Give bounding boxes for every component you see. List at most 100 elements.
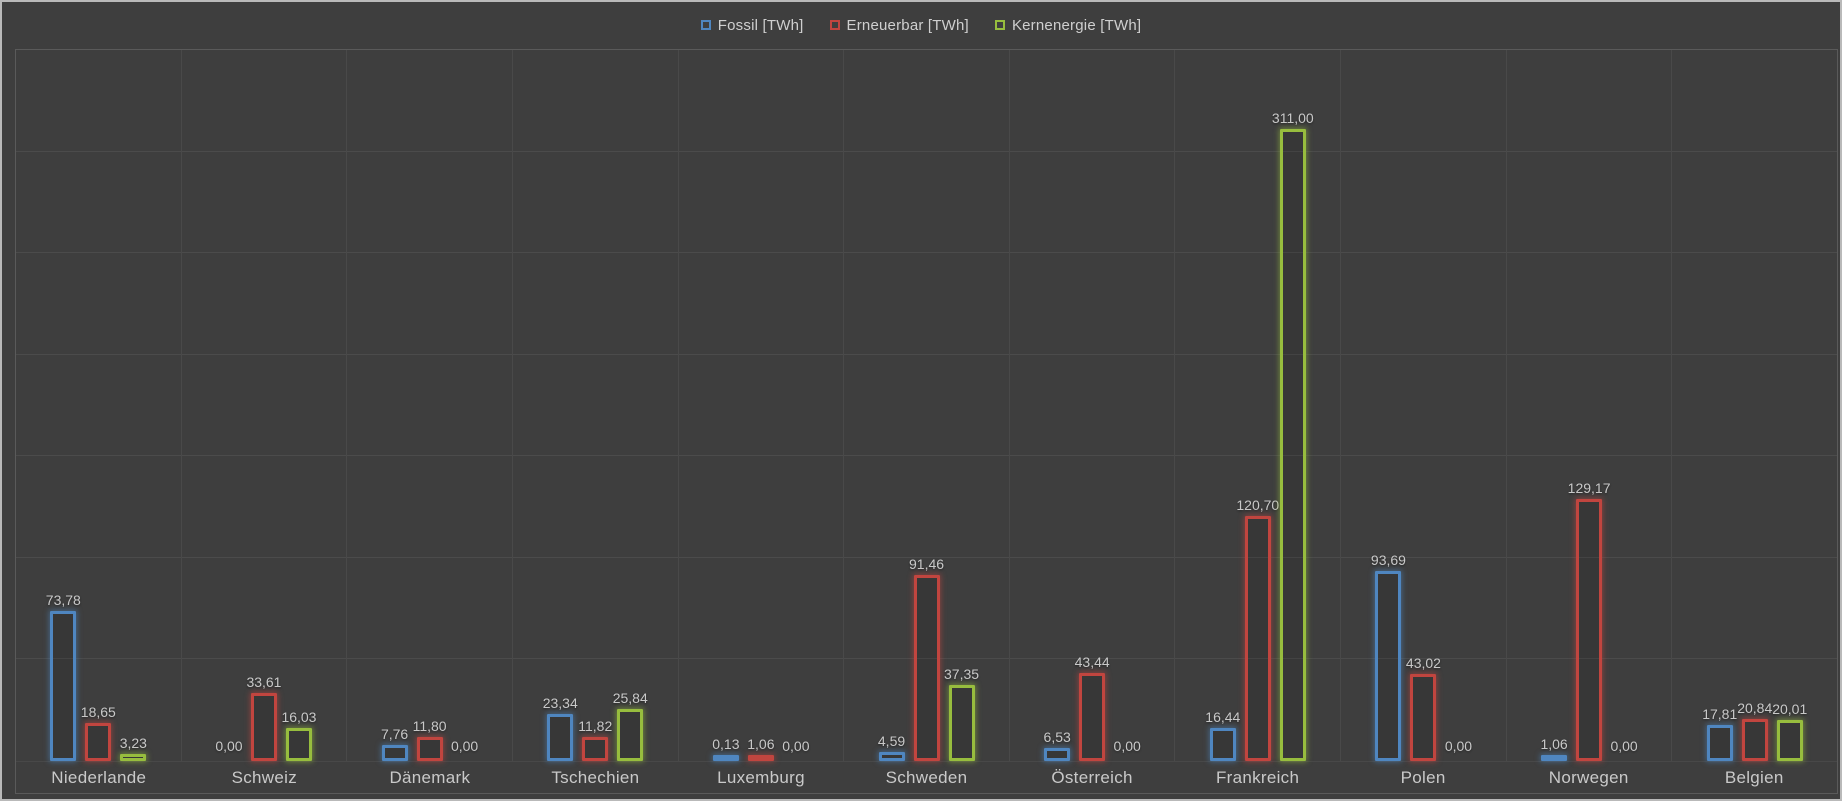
bar-slot: 0,13	[712, 50, 740, 761]
bar-slot: 25,84	[613, 50, 648, 761]
bar[interactable]	[120, 754, 147, 761]
bar-slot: 20,84	[1737, 50, 1772, 761]
bar-slot: 20,01	[1772, 50, 1807, 761]
bar[interactable]	[1375, 571, 1402, 761]
category-label: Norwegen	[1548, 767, 1629, 787]
bar[interactable]	[617, 709, 644, 761]
bar-value-label: 1,06	[747, 736, 775, 752]
bar[interactable]	[547, 714, 574, 761]
bar-value-label: 120,70	[1236, 497, 1280, 513]
bar[interactable]	[1776, 720, 1803, 761]
bar[interactable]	[1244, 516, 1271, 761]
bar-value-label: 33,61	[246, 674, 282, 690]
bar[interactable]	[1410, 674, 1437, 761]
bar-slot: 17,81	[1702, 50, 1737, 761]
bar[interactable]	[582, 737, 609, 761]
bar-slot: 1,06	[747, 50, 775, 761]
bar[interactable]	[50, 611, 77, 761]
bar-slot: 311,00	[1272, 50, 1314, 761]
bar-slot: 1,06	[1540, 50, 1568, 761]
legend-item-1[interactable]: Fossil [TWh]	[700, 17, 804, 34]
category-column: 73,78 18,65 3,23	[16, 50, 182, 761]
bar-slot: 37,35	[944, 50, 979, 761]
bar-slot: 16,44	[1205, 50, 1240, 761]
category-label: Luxemburg	[717, 767, 805, 787]
bar-slot: 43,02	[1406, 50, 1441, 761]
bar-slot: 91,46	[909, 50, 944, 761]
bar-value-label: 0,13	[712, 736, 740, 752]
bar-slot: 11,82	[578, 50, 612, 761]
bar-value-label: 16,44	[1205, 709, 1241, 725]
bar-slot: 18,65	[81, 50, 116, 761]
bar[interactable]	[948, 685, 975, 761]
legend-item-2[interactable]: Erneuerbar [TWh]	[829, 16, 969, 34]
bar-value-label: 6,53	[1043, 729, 1071, 745]
bar[interactable]	[416, 737, 443, 761]
plot-columns: 73,78 18,65 3,23 0,00 33,61 16,03 7,76 11,80 0,0…	[16, 50, 1837, 761]
plot-area: 73,78 18,65 3,23 0,00 33,61 16,03 7,76 11,80 0,0…	[15, 49, 1838, 794]
bar-slot: 4,59	[878, 50, 905, 761]
bar[interactable]	[878, 752, 905, 761]
bar-value-label: 43,44	[1074, 654, 1110, 670]
legend-label: Erneuerbar [TWh]	[846, 16, 969, 34]
category-label: Frankreich	[1215, 767, 1300, 787]
legend-swatch-icon	[994, 20, 1005, 30]
bar-value-label: 3,23	[119, 735, 147, 751]
category-label: Polen	[1400, 767, 1446, 787]
category-column: 16,44 120,70 311,00	[1175, 50, 1342, 761]
bar[interactable]	[250, 693, 277, 761]
bar-slot: 0,00	[1610, 50, 1637, 761]
bar[interactable]	[913, 575, 940, 761]
bar-value-label: 16,03	[281, 709, 317, 725]
bar-value-label: 91,46	[909, 556, 945, 572]
bar-value-label: 18,65	[80, 704, 116, 720]
bar-slot: 11,80	[413, 50, 447, 761]
bar[interactable]	[381, 745, 408, 761]
bar-value-label: 11,80	[412, 718, 447, 734]
category-label: Schweden	[885, 767, 968, 787]
category-column: 93,69 43,02 0,00	[1341, 50, 1507, 761]
bar[interactable]	[712, 755, 739, 761]
category-label: Tschechien	[551, 767, 640, 787]
bar-slot: 0,00	[450, 50, 479, 761]
bar[interactable]	[85, 723, 112, 761]
bar[interactable]	[285, 728, 312, 761]
bar[interactable]	[1209, 728, 1236, 761]
category-column: 4,59 91,46 37,35	[844, 50, 1010, 761]
bar-value-label: 7,76	[380, 726, 409, 742]
bar-slot: 7,76	[380, 50, 409, 761]
bar-slot: 120,70	[1236, 50, 1279, 761]
bar[interactable]	[1079, 673, 1106, 761]
bar-slot: 33,61	[246, 50, 281, 761]
category-column: 7,76 11,80 0,00	[347, 50, 513, 761]
legend-item-3[interactable]: Kernenergie [TWh]	[994, 16, 1142, 34]
bar-value-label: 73,78	[45, 592, 81, 608]
bar-slot: 73,78	[46, 50, 81, 761]
bar-slot: 0,00	[1444, 50, 1473, 761]
bar-value-label: 11,82	[578, 718, 613, 734]
bar-value-label: 1,06	[1540, 736, 1568, 752]
category-column: 6,53 43,44 0,00	[1010, 50, 1176, 761]
bar-value-label: 0,00	[1113, 738, 1141, 754]
chart-legend: Fossil [TWh] Erneuerbar [TWh] Kernenergie …	[2, 2, 1840, 48]
bar-value-label: 0,00	[1444, 738, 1473, 754]
bar[interactable]	[747, 755, 774, 761]
bar[interactable]	[1741, 719, 1768, 761]
bar-slot: 3,23	[119, 50, 147, 761]
legend-label: Kernenergie [TWh]	[1011, 16, 1142, 34]
bar-value-label: 20,84	[1737, 700, 1773, 716]
bar[interactable]	[1706, 725, 1733, 761]
bar[interactable]	[1044, 748, 1071, 761]
category-label: Belgien	[1724, 767, 1784, 787]
bar-value-label: 23,34	[542, 695, 578, 711]
bar[interactable]	[1279, 129, 1306, 761]
bar-slot: 0,00	[782, 50, 809, 761]
bar-slot: 16,03	[281, 50, 316, 761]
category-label: Österreich	[1051, 767, 1133, 787]
bar[interactable]	[1576, 499, 1603, 761]
legend-swatch-icon	[829, 20, 840, 30]
category-column: 17,81 20,84 20,01	[1672, 50, 1837, 761]
bar[interactable]	[1541, 755, 1568, 761]
bar-value-label: 0,00	[450, 738, 479, 754]
bar-value-label: 37,35	[944, 666, 980, 682]
